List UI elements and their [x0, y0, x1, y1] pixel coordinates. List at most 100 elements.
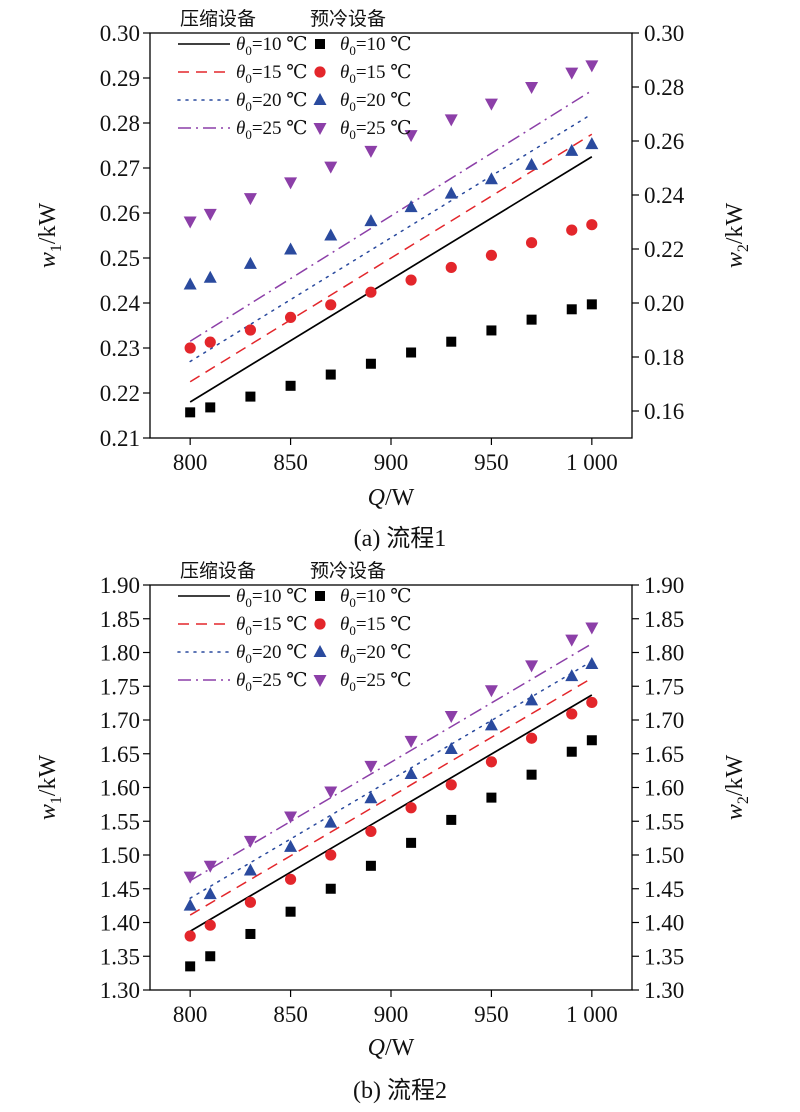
- data-point: [284, 873, 297, 885]
- y2-tick-label: 1.85: [644, 607, 684, 632]
- point-series-4: [183, 60, 599, 229]
- y-tick-label: 0.30: [100, 21, 140, 46]
- line-series-1: [189, 694, 593, 933]
- point-series-2: [184, 219, 598, 354]
- y2-tick-label: 0.22: [644, 237, 684, 262]
- data-point: [484, 718, 498, 731]
- data-point: [526, 769, 537, 780]
- data-point: [183, 871, 197, 884]
- data-point: [324, 228, 338, 241]
- y2-axis-title: w2/kW: [722, 754, 752, 820]
- x-tick-label: 800: [173, 1002, 208, 1027]
- data-point: [525, 237, 538, 249]
- point-series-1: [185, 299, 597, 418]
- legend-label: θ0=25 ℃: [340, 118, 412, 142]
- figure-caption: (a) 流程1: [354, 525, 447, 552]
- data-point: [486, 792, 497, 803]
- line-series-2: [189, 133, 593, 383]
- data-point: [244, 324, 257, 336]
- y2-axis-title: w2/kW: [722, 202, 752, 268]
- data-point: [445, 779, 457, 791]
- line-series-3: [189, 660, 593, 899]
- data-point: [364, 760, 378, 773]
- data-point: [284, 811, 298, 824]
- x-tick-label: 950: [474, 450, 509, 475]
- y-tick-label: 1.85: [100, 607, 140, 632]
- data-point: [565, 67, 579, 80]
- y2-tick-label: 1.40: [644, 911, 684, 936]
- data-point: [445, 261, 457, 274]
- data-point: [566, 304, 577, 315]
- x-tick-label: 850: [273, 450, 308, 475]
- y-tick-label: 0.28: [100, 111, 140, 136]
- legend-label: θ0=15 ℃: [340, 614, 412, 638]
- y-tick-label: 0.22: [100, 381, 140, 406]
- data-point: [526, 314, 537, 325]
- data-point: [565, 143, 579, 156]
- data-point: [585, 137, 599, 150]
- data-point: [404, 130, 418, 143]
- legend-marker-swatch: [315, 591, 325, 601]
- y2-tick-label: 0.18: [644, 345, 684, 370]
- data-point: [243, 863, 257, 876]
- data-point: [285, 380, 296, 391]
- legend-marker-swatch: [313, 123, 327, 135]
- y-tick-label: 1.55: [100, 809, 140, 834]
- data-point: [205, 951, 216, 962]
- data-point: [183, 898, 197, 911]
- data-point: [484, 685, 498, 698]
- x-tick-label: 1 000: [566, 450, 618, 475]
- y-tick-label: 0.21: [100, 426, 140, 451]
- data-point: [205, 402, 216, 413]
- x-axis-title: Q/W: [368, 485, 415, 511]
- y-tick-label: 0.24: [100, 291, 141, 316]
- data-point: [365, 860, 376, 871]
- y-tick-label: 0.29: [100, 66, 140, 91]
- y-tick-label: 0.27: [100, 156, 140, 181]
- data-point: [525, 82, 539, 94]
- data-point: [204, 919, 216, 931]
- y2-tick-label: 1.90: [644, 573, 684, 598]
- x-tick-label: 850: [273, 1002, 308, 1027]
- legend-marker-swatch: [314, 618, 326, 630]
- legend-label: θ0=10 ℃: [340, 34, 412, 58]
- legend-header-points: 预冷设备: [310, 560, 386, 582]
- data-point: [586, 299, 597, 310]
- data-point: [484, 172, 498, 185]
- legend-label: θ0=20 ℃: [236, 642, 308, 666]
- data-point: [364, 791, 378, 804]
- data-point: [245, 391, 256, 402]
- data-point: [324, 786, 338, 799]
- data-point: [243, 835, 257, 848]
- legend-label: θ0=25 ℃: [236, 118, 308, 142]
- x-axis-title: Q/W: [368, 1035, 415, 1061]
- y2-tick-label: 1.50: [644, 843, 684, 868]
- point-series-3: [183, 656, 599, 911]
- chart-panel-2: 800 850 900 950 1 000 1.30 1.35 1.40 1.45 1.50 1.5…: [35, 560, 752, 1104]
- figure-caption: (b) 流程2: [353, 1077, 447, 1104]
- x-tick-label: 1 000: [566, 1002, 618, 1027]
- data-point: [204, 336, 216, 348]
- data-point: [444, 742, 458, 755]
- data-point: [566, 746, 577, 757]
- data-point: [284, 311, 297, 323]
- legend-marker-swatch: [314, 66, 326, 78]
- data-point: [565, 634, 579, 647]
- y2-tick-label: 1.30: [644, 978, 684, 1003]
- data-point: [245, 928, 256, 939]
- data-point: [586, 735, 597, 746]
- data-point: [565, 669, 579, 682]
- data-point: [364, 214, 378, 227]
- data-point: [284, 177, 298, 190]
- legend-label: θ0=10 ℃: [236, 586, 308, 610]
- data-point: [444, 710, 458, 723]
- data-point: [203, 270, 217, 283]
- y2-tick-label: 1.45: [644, 877, 684, 902]
- data-point: [243, 193, 257, 206]
- data-point: [285, 906, 296, 917]
- y-tick-label: 1.45: [100, 877, 140, 902]
- legend-label: θ0=10 ℃: [340, 586, 412, 610]
- data-point: [284, 242, 298, 255]
